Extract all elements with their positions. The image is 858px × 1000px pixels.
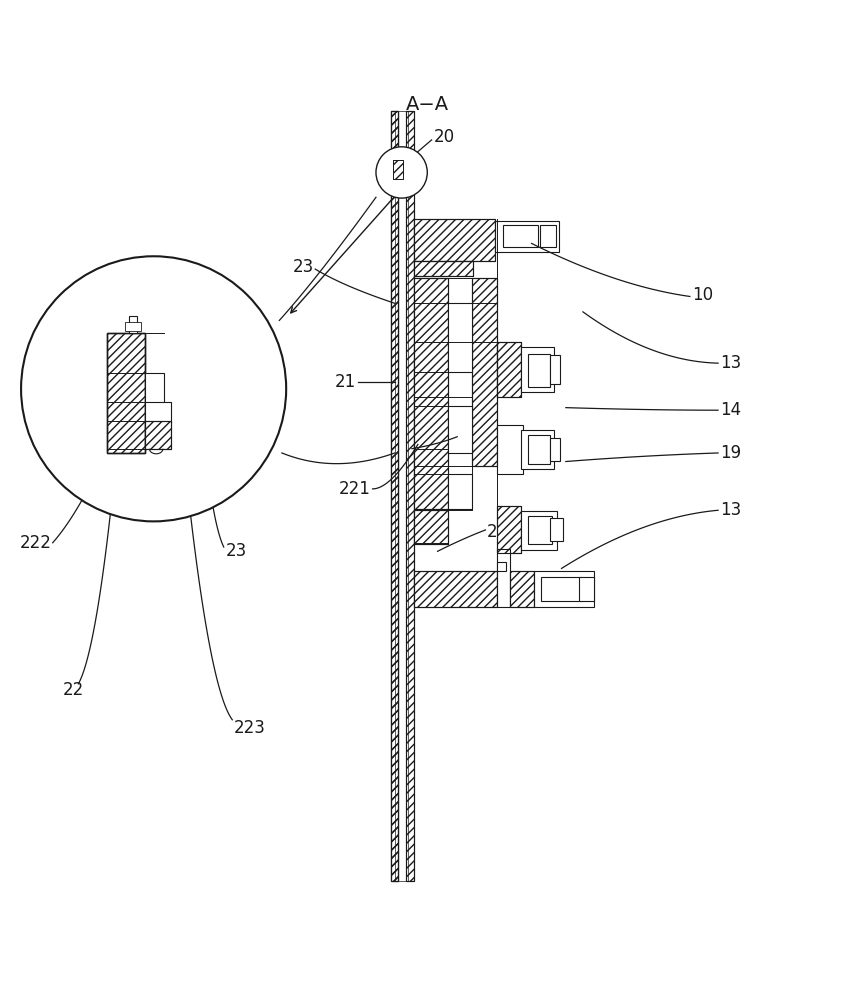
Bar (106, 333, 145, 453)
Bar (522, 430, 554, 469)
Bar (511, 571, 535, 607)
Text: 223: 223 (234, 719, 266, 737)
Bar (393, 160, 403, 179)
Bar (522, 511, 558, 550)
Bar (448, 406, 472, 453)
Text: 224: 224 (151, 455, 183, 473)
Bar (414, 278, 448, 509)
Text: 224: 224 (487, 523, 519, 541)
Text: 20: 20 (433, 128, 455, 146)
Bar (511, 571, 535, 607)
Text: 10: 10 (692, 286, 714, 304)
Bar (498, 425, 523, 474)
Bar (535, 571, 594, 607)
Bar (541, 577, 582, 601)
Bar (414, 261, 474, 276)
Bar (495, 221, 559, 252)
Bar (550, 438, 560, 461)
Bar (145, 421, 171, 449)
Bar (414, 219, 495, 261)
Bar (498, 342, 522, 397)
Bar (448, 303, 472, 372)
Bar (390, 111, 398, 881)
Bar (406, 111, 414, 881)
Text: 221: 221 (339, 480, 371, 498)
Bar (406, 111, 414, 881)
Bar (522, 347, 554, 392)
Bar (472, 278, 498, 466)
Bar (529, 516, 553, 544)
Bar (398, 111, 406, 881)
Bar (414, 261, 474, 276)
Bar (498, 506, 522, 553)
Bar (529, 354, 550, 387)
Bar (125, 322, 141, 331)
Bar (498, 342, 522, 397)
Bar (414, 510, 448, 544)
Bar (472, 278, 498, 466)
Bar (106, 333, 145, 453)
Text: 14: 14 (720, 401, 741, 419)
Bar (448, 474, 472, 509)
Bar (498, 549, 511, 607)
Bar (550, 355, 560, 384)
Text: A−A: A−A (406, 95, 449, 114)
Text: 222: 222 (21, 534, 52, 552)
Bar (498, 562, 506, 571)
Bar (390, 111, 398, 881)
Bar (145, 402, 171, 423)
Text: 19: 19 (720, 444, 741, 462)
Bar (390, 111, 398, 881)
Bar (498, 506, 522, 553)
Circle shape (21, 256, 287, 521)
Bar (529, 435, 550, 464)
Bar (393, 160, 403, 179)
Text: 23: 23 (226, 542, 247, 560)
Bar (390, 111, 398, 881)
Text: 21: 21 (335, 373, 356, 391)
Text: 23: 23 (293, 258, 313, 276)
Text: 22: 22 (63, 681, 84, 699)
Text: 13: 13 (720, 354, 741, 372)
Bar (414, 510, 448, 544)
Text: 22: 22 (459, 429, 480, 447)
Bar (578, 577, 594, 601)
Bar (145, 421, 171, 449)
Bar (541, 225, 556, 247)
Bar (414, 571, 498, 607)
Bar (504, 225, 538, 247)
Bar (414, 219, 495, 261)
Bar (414, 571, 498, 607)
Circle shape (376, 147, 427, 198)
Bar (129, 316, 137, 333)
Bar (550, 518, 563, 541)
Text: 13: 13 (720, 501, 741, 519)
Bar (414, 278, 448, 509)
Bar (145, 373, 164, 406)
